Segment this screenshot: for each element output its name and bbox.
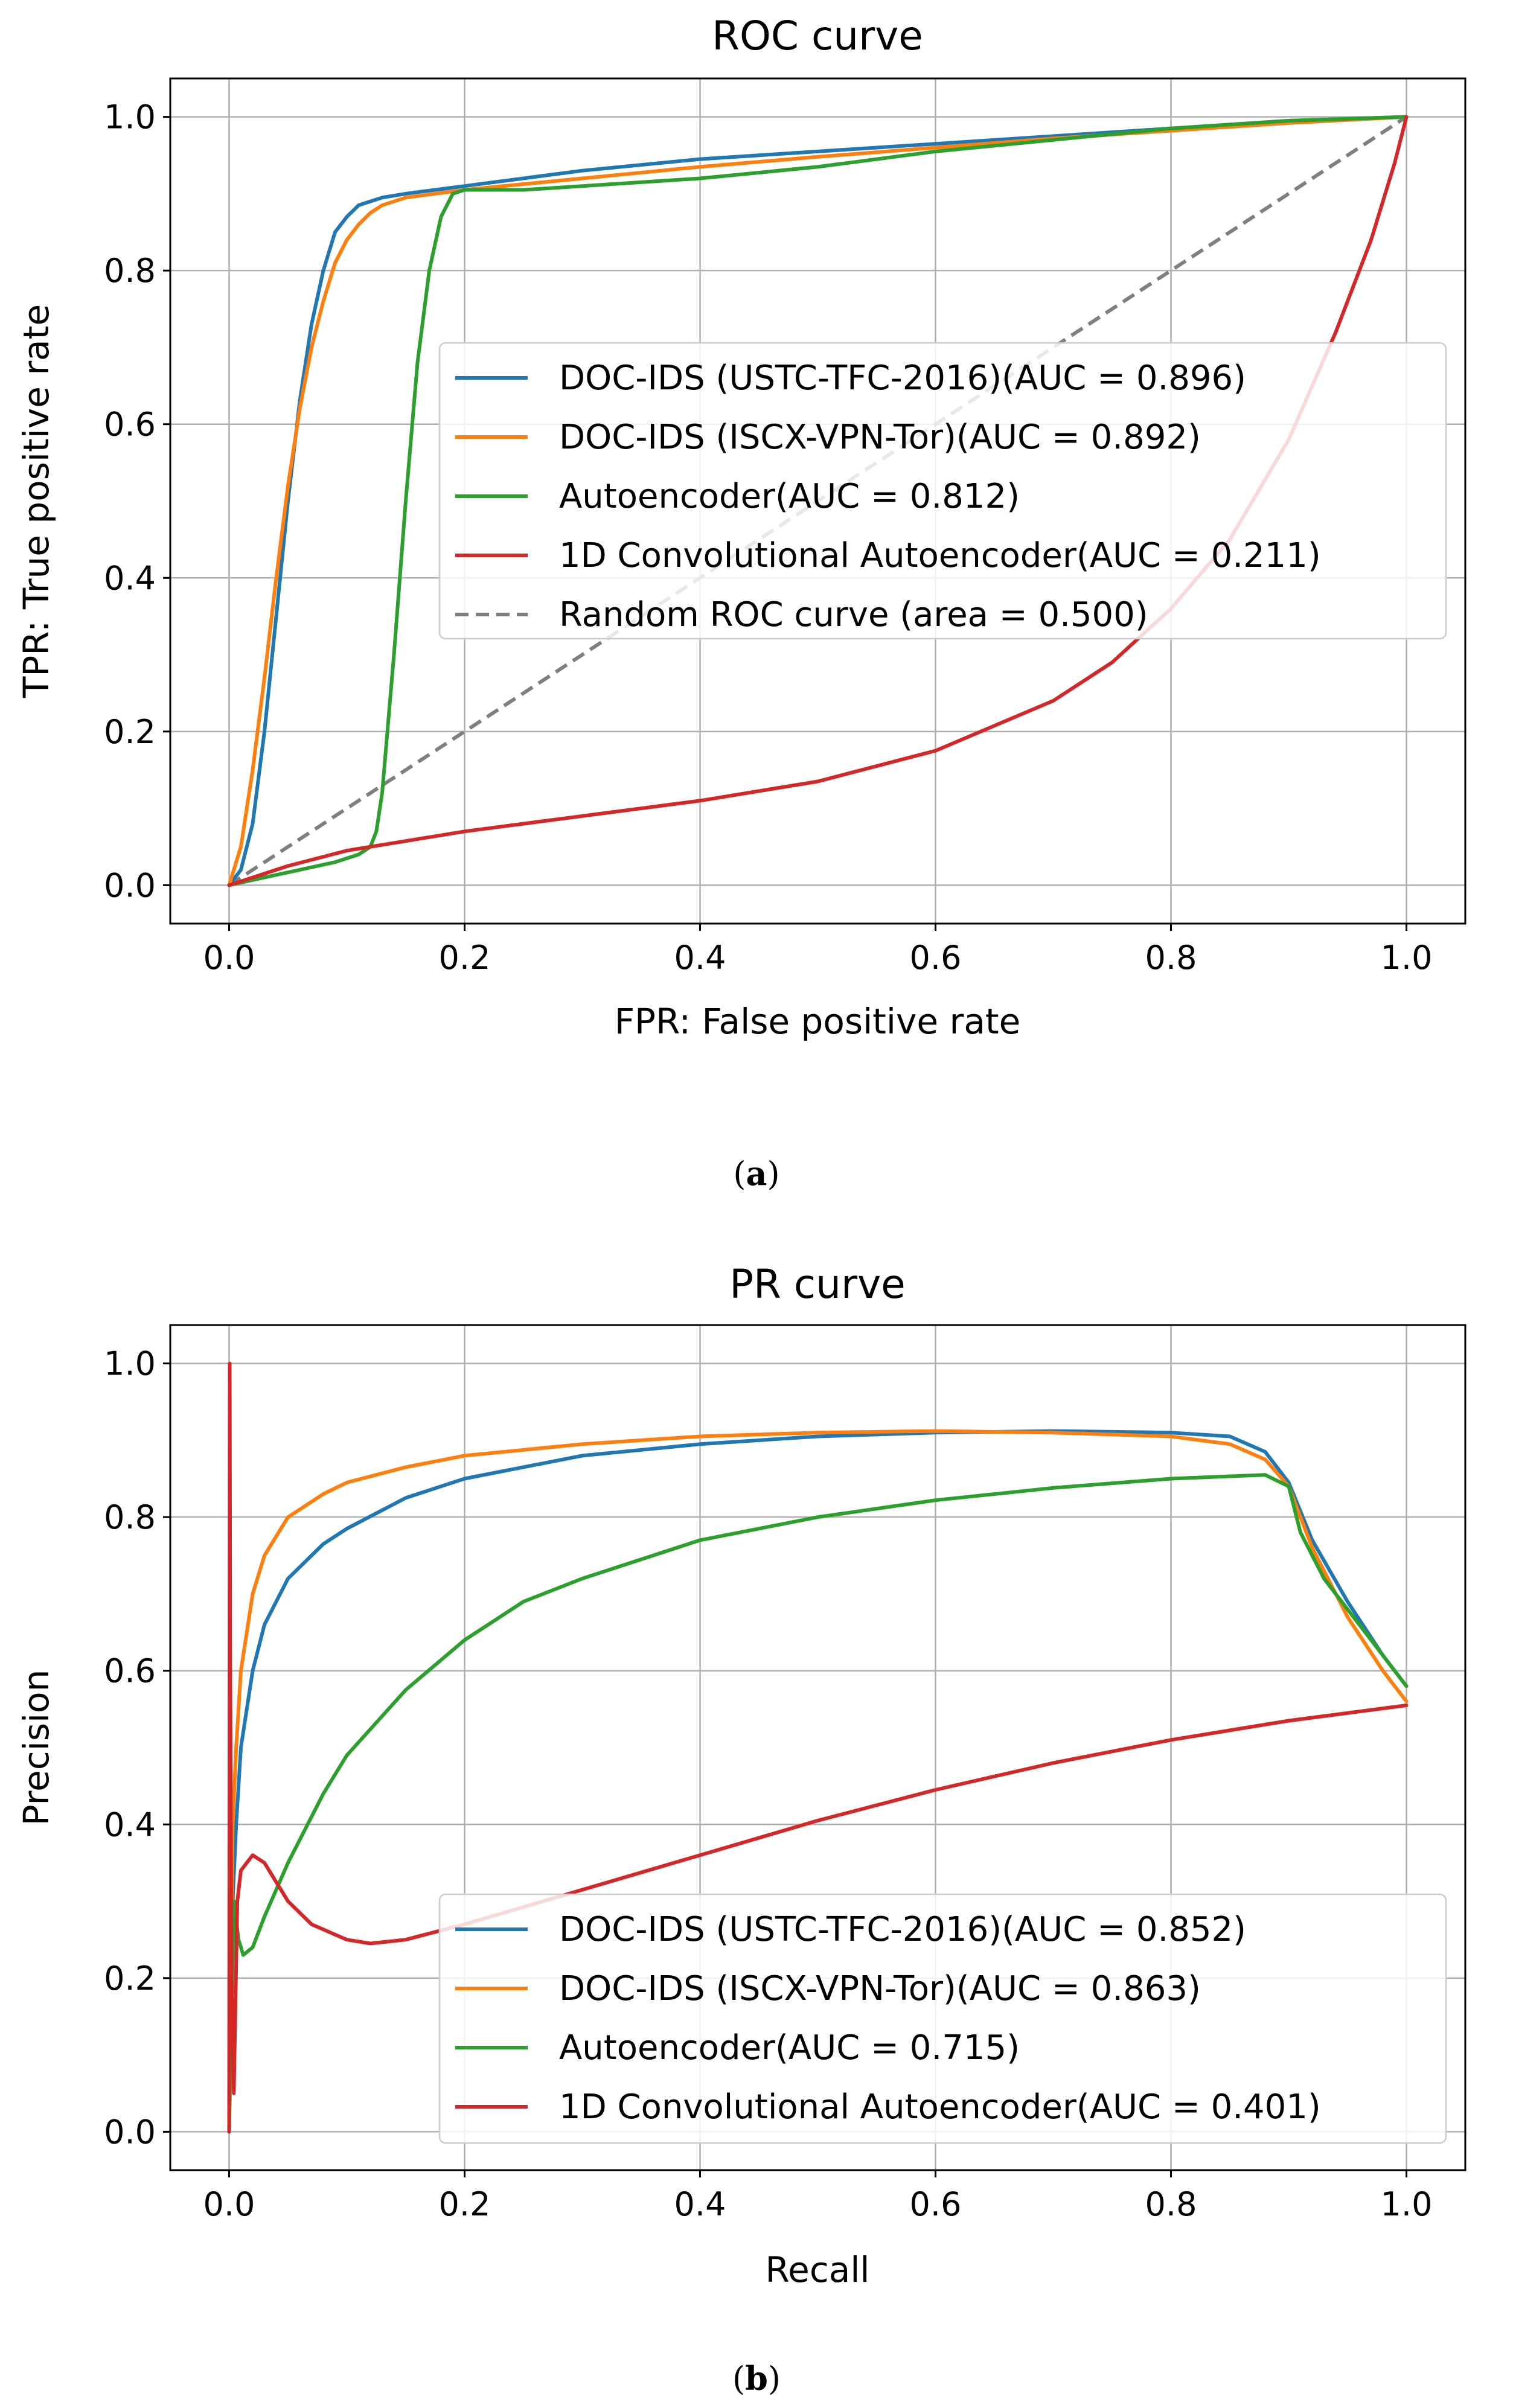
pr-y-tick-label: 0.8	[104, 1498, 156, 1536]
roc-series-line-orange	[227, 115, 1409, 887]
pr-x-tick-label: 0.0	[203, 2185, 255, 2223]
pr-chart: 0.0 0.2 0.4 0.6 0.8 1.0 0.0 0.2 0.4 0.6 0.8 1.0 PR …	[16, 1261, 1467, 2290]
pr-x-tick-label: 0.4	[674, 2185, 726, 2223]
pr-title: PR curve	[729, 1261, 906, 1308]
roc-y-tick-label: 0.0	[104, 866, 156, 904]
roc-legend-label: DOC-IDS (ISCX-VPN-Tor)(AUC = 0.892)	[559, 418, 1201, 457]
roc-y-tick-label: 0.8	[104, 252, 156, 290]
roc-legend-label: Autoencoder(AUC = 0.812)	[559, 477, 1020, 516]
pr-legend-label: Autoencoder(AUC = 0.715)	[559, 2028, 1020, 2068]
pr-x-tick-label: 0.2	[439, 2185, 491, 2223]
pr-x-tick-label: 0.8	[1145, 2185, 1197, 2223]
pr-y-tick-label: 0.4	[104, 1806, 156, 1844]
roc-chart: 0.0 0.2 0.4 0.6 0.8 1.0 0.0 0.2 0.4 0.6 0.8 1.0 ROC…	[16, 13, 1467, 1042]
caption-b: (b)	[732, 2359, 781, 2398]
roc-series-line-green	[227, 115, 1409, 887]
pr-y-tick-label: 0.2	[104, 1959, 156, 1998]
roc-legend-label: Random ROC curve (area = 0.500)	[559, 595, 1148, 634]
pr-plot-frame	[169, 1324, 1467, 2171]
caption-a: (a)	[733, 1154, 780, 1193]
roc-x-tick-label: 0.6	[910, 939, 962, 977]
roc-series-line-red	[227, 115, 1409, 887]
pr-x-tick-label: 0.6	[910, 2185, 962, 2223]
roc-y-tick-label: 0.2	[104, 713, 156, 751]
roc-title: ROC curve	[712, 13, 923, 59]
roc-plot-frame	[169, 77, 1467, 925]
roc-x-tick-label: 0.4	[674, 939, 726, 977]
caption-b-letter: b	[745, 2359, 768, 2398]
roc-legend: DOC-IDS (USTC-TFC-2016)(AUC = 0.896) DOC-…	[438, 342, 1447, 640]
pr-series-line-red	[227, 1361, 1409, 2134]
roc-legend-label: 1D Convolutional Autoencoder(AUC = 0.211…	[559, 536, 1321, 575]
roc-x-tick-label: 0.0	[203, 939, 255, 977]
pr-legend-label: DOC-IDS (ISCX-VPN-Tor)(AUC = 0.863)	[559, 1969, 1201, 2008]
pr-y-tick-label: 0.0	[104, 2113, 156, 2151]
caption-a-letter: a	[746, 1154, 767, 1193]
roc-x-tick-label: 0.8	[1145, 939, 1197, 977]
pr-series-line-green	[227, 1473, 1409, 2134]
roc-y-axis-label: TPR: True positive rate	[16, 304, 57, 698]
roc-x-tick-label: 0.2	[439, 939, 491, 977]
roc-y-tick-label: 0.6	[104, 406, 156, 444]
roc-y-tick-label: 1.0	[104, 98, 156, 136]
pr-legend-label: 1D Convolutional Autoencoder(AUC = 0.401…	[559, 2087, 1321, 2127]
pr-y-tick-label: 0.6	[104, 1652, 156, 1690]
roc-x-tick-label: 1.0	[1381, 939, 1433, 977]
roc-series-line-blue	[227, 115, 1409, 887]
pr-legend-box	[438, 1893, 1447, 2144]
roc-legend-box	[438, 342, 1447, 640]
pr-legend: DOC-IDS (USTC-TFC-2016)(AUC = 0.852) DOC-…	[438, 1893, 1447, 2144]
roc-y-tick-label: 0.4	[104, 559, 156, 597]
pr-x-axis-label: Recall	[765, 2249, 869, 2290]
pr-y-tick-label: 1.0	[104, 1345, 156, 1383]
roc-legend-label: DOC-IDS (USTC-TFC-2016)(AUC = 0.896)	[559, 359, 1246, 398]
pr-legend-label: DOC-IDS (USTC-TFC-2016)(AUC = 0.852)	[559, 1910, 1246, 1949]
pr-y-axis-label: Precision	[16, 1670, 57, 1826]
pr-x-tick-label: 1.0	[1381, 2185, 1433, 2223]
roc-x-axis-label: FPR: False positive rate	[615, 1001, 1021, 1042]
